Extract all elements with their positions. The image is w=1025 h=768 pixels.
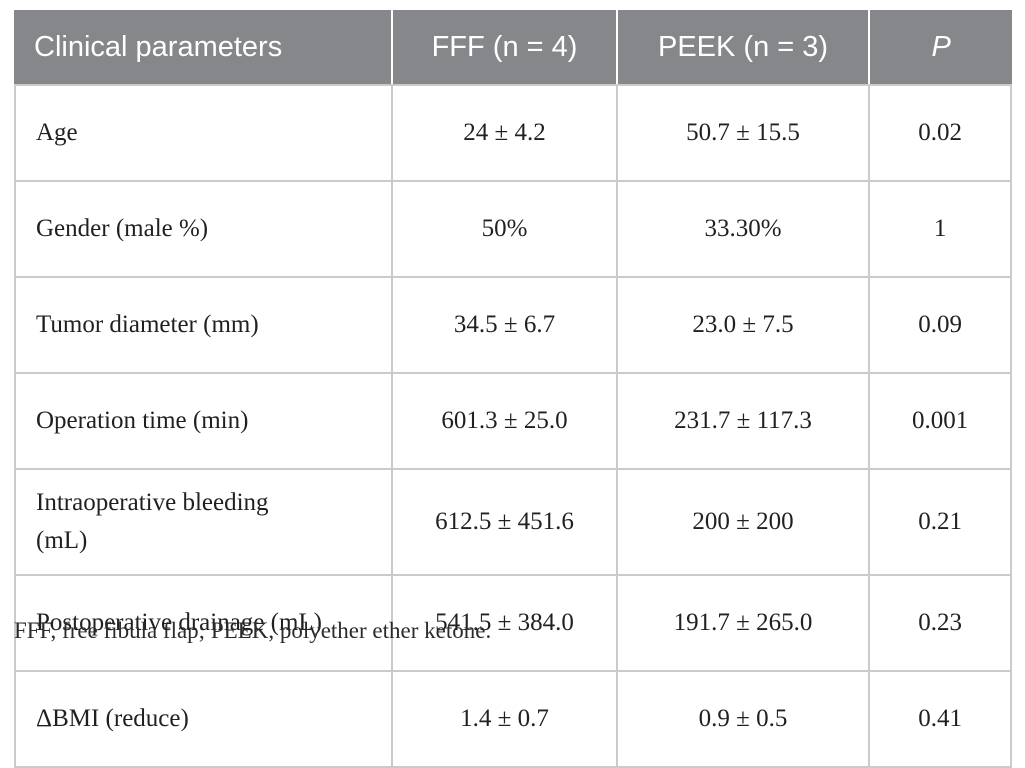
paper-table-figure: Clinical parameters FFF (n = 4) PEEK (n …	[14, 10, 1012, 768]
row-label-cell: Operation time (min)	[14, 374, 394, 470]
value-cell: 1	[870, 182, 1012, 278]
table-header: Clinical parameters FFF (n = 4) PEEK (n …	[14, 10, 1012, 84]
value-cell: 33.30%	[617, 182, 871, 278]
row-label-cell: Gender (male %)	[14, 182, 394, 278]
value-cell: 0.23	[870, 576, 1012, 672]
header-cell-fff: FFF (n = 4)	[393, 10, 618, 84]
table-row: Intraoperative bleeding (mL) 612.5 ± 451.…	[14, 470, 1012, 576]
value-cell: 0.001	[870, 374, 1012, 470]
value-cell: 0.9 ± 0.5	[617, 672, 871, 768]
row-label-cell: Age	[14, 84, 394, 182]
value-cell: 191.7 ± 265.0	[617, 576, 871, 672]
value-cell: 34.5 ± 6.7	[393, 278, 618, 374]
value-cell: 231.7 ± 117.3	[617, 374, 871, 470]
value-cell: 601.3 ± 25.0	[393, 374, 618, 470]
value-cell: 200 ± 200	[617, 470, 871, 576]
table-footnote: FFF, free fibula flap; PEEK, polyether e…	[14, 618, 492, 643]
table-row: Tumor diameter (mm) 34.5 ± 6.7 23.0 ± 7.5 0…	[14, 278, 1012, 374]
table-row: Gender (male %) 50% 33.30% 1	[14, 182, 1012, 278]
value-cell: 0.21	[870, 470, 1012, 576]
row-label-cell: Tumor diameter (mm)	[14, 278, 394, 374]
header-cell-p-value: P	[870, 10, 1012, 84]
row-label-cell: ΔBMI (reduce)	[14, 672, 394, 768]
row-label-cell: Intraoperative bleeding (mL)	[14, 470, 394, 576]
table-row: Postoperative drainage (mL) 541.5 ± 384.0…	[14, 576, 1012, 672]
value-cell: 50%	[393, 182, 618, 278]
value-cell: 0.02	[870, 84, 1012, 182]
value-cell: 23.0 ± 7.5	[617, 278, 871, 374]
table-row: Age 24 ± 4.2 50.7 ± 15.5 0.02	[14, 84, 1012, 182]
value-cell: 50.7 ± 15.5	[617, 84, 871, 182]
value-cell: 24 ± 4.2	[393, 84, 618, 182]
table-row: Operation time (min) 601.3 ± 25.0 231.7 ± …	[14, 374, 1012, 470]
table-header-row: Clinical parameters FFF (n = 4) PEEK (n …	[14, 10, 1012, 84]
value-cell: 0.09	[870, 278, 1012, 374]
row-label-cell: Postoperative drainage (mL)	[14, 576, 394, 672]
header-cell-clinical-parameters: Clinical parameters	[14, 10, 394, 84]
table-row: ΔBMI (reduce) 1.4 ± 0.7 0.9 ± 0.5 0.41	[14, 672, 1012, 768]
value-cell: 0.41	[870, 672, 1012, 768]
clinical-parameters-table: Clinical parameters FFF (n = 4) PEEK (n …	[14, 10, 1012, 768]
table-body: Age 24 ± 4.2 50.7 ± 15.5 0.02 Gender (male %…	[14, 84, 1012, 768]
value-cell: 612.5 ± 451.6	[393, 470, 618, 576]
header-cell-peek: PEEK (n = 3)	[617, 10, 871, 84]
value-cell: 1.4 ± 0.7	[393, 672, 618, 768]
